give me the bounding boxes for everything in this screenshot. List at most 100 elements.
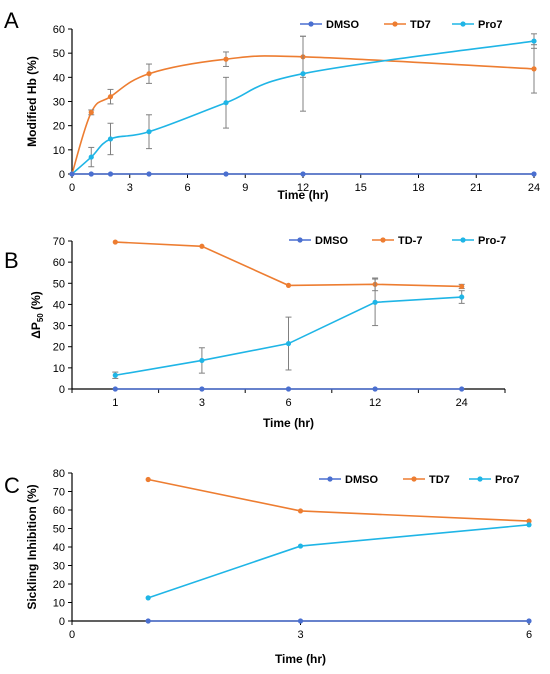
x-tick-label: 3 — [297, 629, 303, 641]
panel-letter: A — [4, 8, 19, 33]
data-point — [223, 171, 229, 177]
y-tick-label: 30 — [53, 321, 65, 333]
y-tick-label: 60 — [53, 257, 65, 269]
data-point — [107, 94, 114, 100]
data-point — [531, 171, 537, 177]
y-tick-label: 20 — [53, 579, 65, 591]
x-tick-label: 12 — [369, 397, 381, 409]
data-point — [88, 154, 94, 160]
y-tick-label: 50 — [53, 278, 65, 290]
data-point — [88, 109, 94, 115]
y-tick-label: 0 — [59, 616, 65, 628]
data-point — [145, 618, 151, 624]
data-point — [145, 595, 151, 601]
series-line — [115, 241, 462, 288]
legend-item: TD7 — [384, 19, 431, 31]
x-tick-label: 1 — [112, 397, 118, 409]
data-point — [531, 38, 537, 44]
data-point — [88, 171, 94, 177]
x-tick-label: 3 — [199, 397, 205, 409]
series-td-7 — [112, 239, 465, 292]
data-point — [297, 508, 304, 514]
data-point — [297, 618, 304, 624]
series-line — [147, 524, 530, 599]
y-tick-label: 60 — [53, 505, 65, 517]
x-axis-label: Time (hr) — [263, 416, 314, 430]
legend-swatch-marker — [460, 237, 466, 243]
chart-panel-c: C 0 10 20 30 40 50 60 70 80 0 3 6 Time (hr) Sickling I… — [4, 468, 532, 666]
data-point — [531, 66, 537, 72]
legend-label: TD7 — [429, 474, 450, 486]
data-point — [145, 476, 151, 483]
data-point — [285, 386, 292, 392]
y-tick-label: 40 — [53, 72, 65, 84]
legend-item: DMSO — [300, 19, 359, 31]
y-tick-label: 70 — [53, 487, 65, 499]
legend-label: DMSO — [326, 19, 359, 31]
panel-letter: B — [4, 248, 19, 273]
data-point — [112, 239, 118, 245]
legend-item: Pro7 — [469, 474, 519, 486]
y-tick-label: 10 — [53, 598, 65, 610]
legend-label: TD7 — [410, 19, 431, 31]
x-tick-label: 6 — [285, 397, 291, 409]
data-point — [285, 282, 292, 288]
y-tick-label: 0 — [59, 169, 65, 181]
x-tick-label: 0 — [69, 182, 75, 194]
legend-label: TD-7 — [398, 235, 422, 247]
data-point — [526, 522, 532, 528]
data-point — [146, 129, 152, 135]
y-tick-label: 40 — [53, 299, 65, 311]
series-dmso — [112, 386, 465, 392]
y-tick-label: 50 — [53, 524, 65, 536]
series-dmso — [69, 171, 537, 177]
legend-label: DMSO — [315, 235, 348, 247]
y-tick-label: 30 — [53, 97, 65, 109]
data-point — [112, 372, 118, 378]
legend-label: DMSO — [345, 474, 378, 486]
data-point — [285, 340, 292, 347]
chart-panel-a: A 0 10 20 30 40 50 60 0 3 6 9 12 15 18 21 24 Time (hr) Mod… — [4, 8, 540, 202]
legend-swatch-marker — [477, 476, 483, 482]
data-point — [297, 543, 304, 549]
x-axis-label: Time (hr) — [275, 652, 326, 666]
y-tick-label: 20 — [53, 342, 65, 354]
legend-swatch-marker — [380, 237, 386, 243]
data-point — [459, 283, 465, 290]
data-point — [199, 386, 205, 392]
legend-item: TD7 — [403, 474, 450, 486]
data-point — [146, 71, 152, 77]
x-tick-label: 3 — [127, 182, 133, 194]
y-tick-label: 10 — [53, 363, 65, 375]
y-tick-label: 70 — [53, 236, 65, 248]
y-axis-label: Sickling Inhibition (%) — [25, 484, 39, 609]
series-td7 — [145, 476, 532, 524]
x-tick-label: 15 — [355, 182, 367, 194]
y-tick-label: 40 — [53, 542, 65, 554]
data-point — [146, 171, 152, 177]
series-line — [148, 478, 530, 522]
legend-item: DMSO — [289, 235, 348, 247]
legend-label: Pro-7 — [478, 235, 506, 247]
y-axis-label: Modified Hb (%) — [25, 56, 39, 147]
legend-swatch-marker — [297, 237, 303, 243]
legend-item: Pro7 — [452, 19, 502, 31]
data-point — [223, 100, 229, 106]
y-tick-label: 50 — [53, 48, 65, 60]
x-tick-label: 21 — [470, 182, 482, 194]
data-point — [199, 357, 205, 364]
series-pro7 — [71, 33, 537, 175]
data-point — [459, 294, 465, 300]
x-tick-label: 6 — [526, 629, 532, 641]
legend-swatch-marker — [460, 21, 466, 27]
chart-panel-b: B 0 10 20 30 40 50 60 70 1 3 6 12 24 Time (hr) ΔP50 (%)… — [4, 235, 506, 430]
series-line — [71, 40, 535, 175]
y-tick-label: 80 — [53, 468, 65, 480]
data-point — [69, 171, 75, 177]
x-axis-label: Time (hr) — [277, 188, 328, 202]
y-axis-label: ΔP50 (%) — [29, 291, 45, 339]
data-point — [372, 386, 378, 392]
y-tick-label: 30 — [53, 561, 65, 573]
legend-label: Pro7 — [478, 19, 502, 31]
